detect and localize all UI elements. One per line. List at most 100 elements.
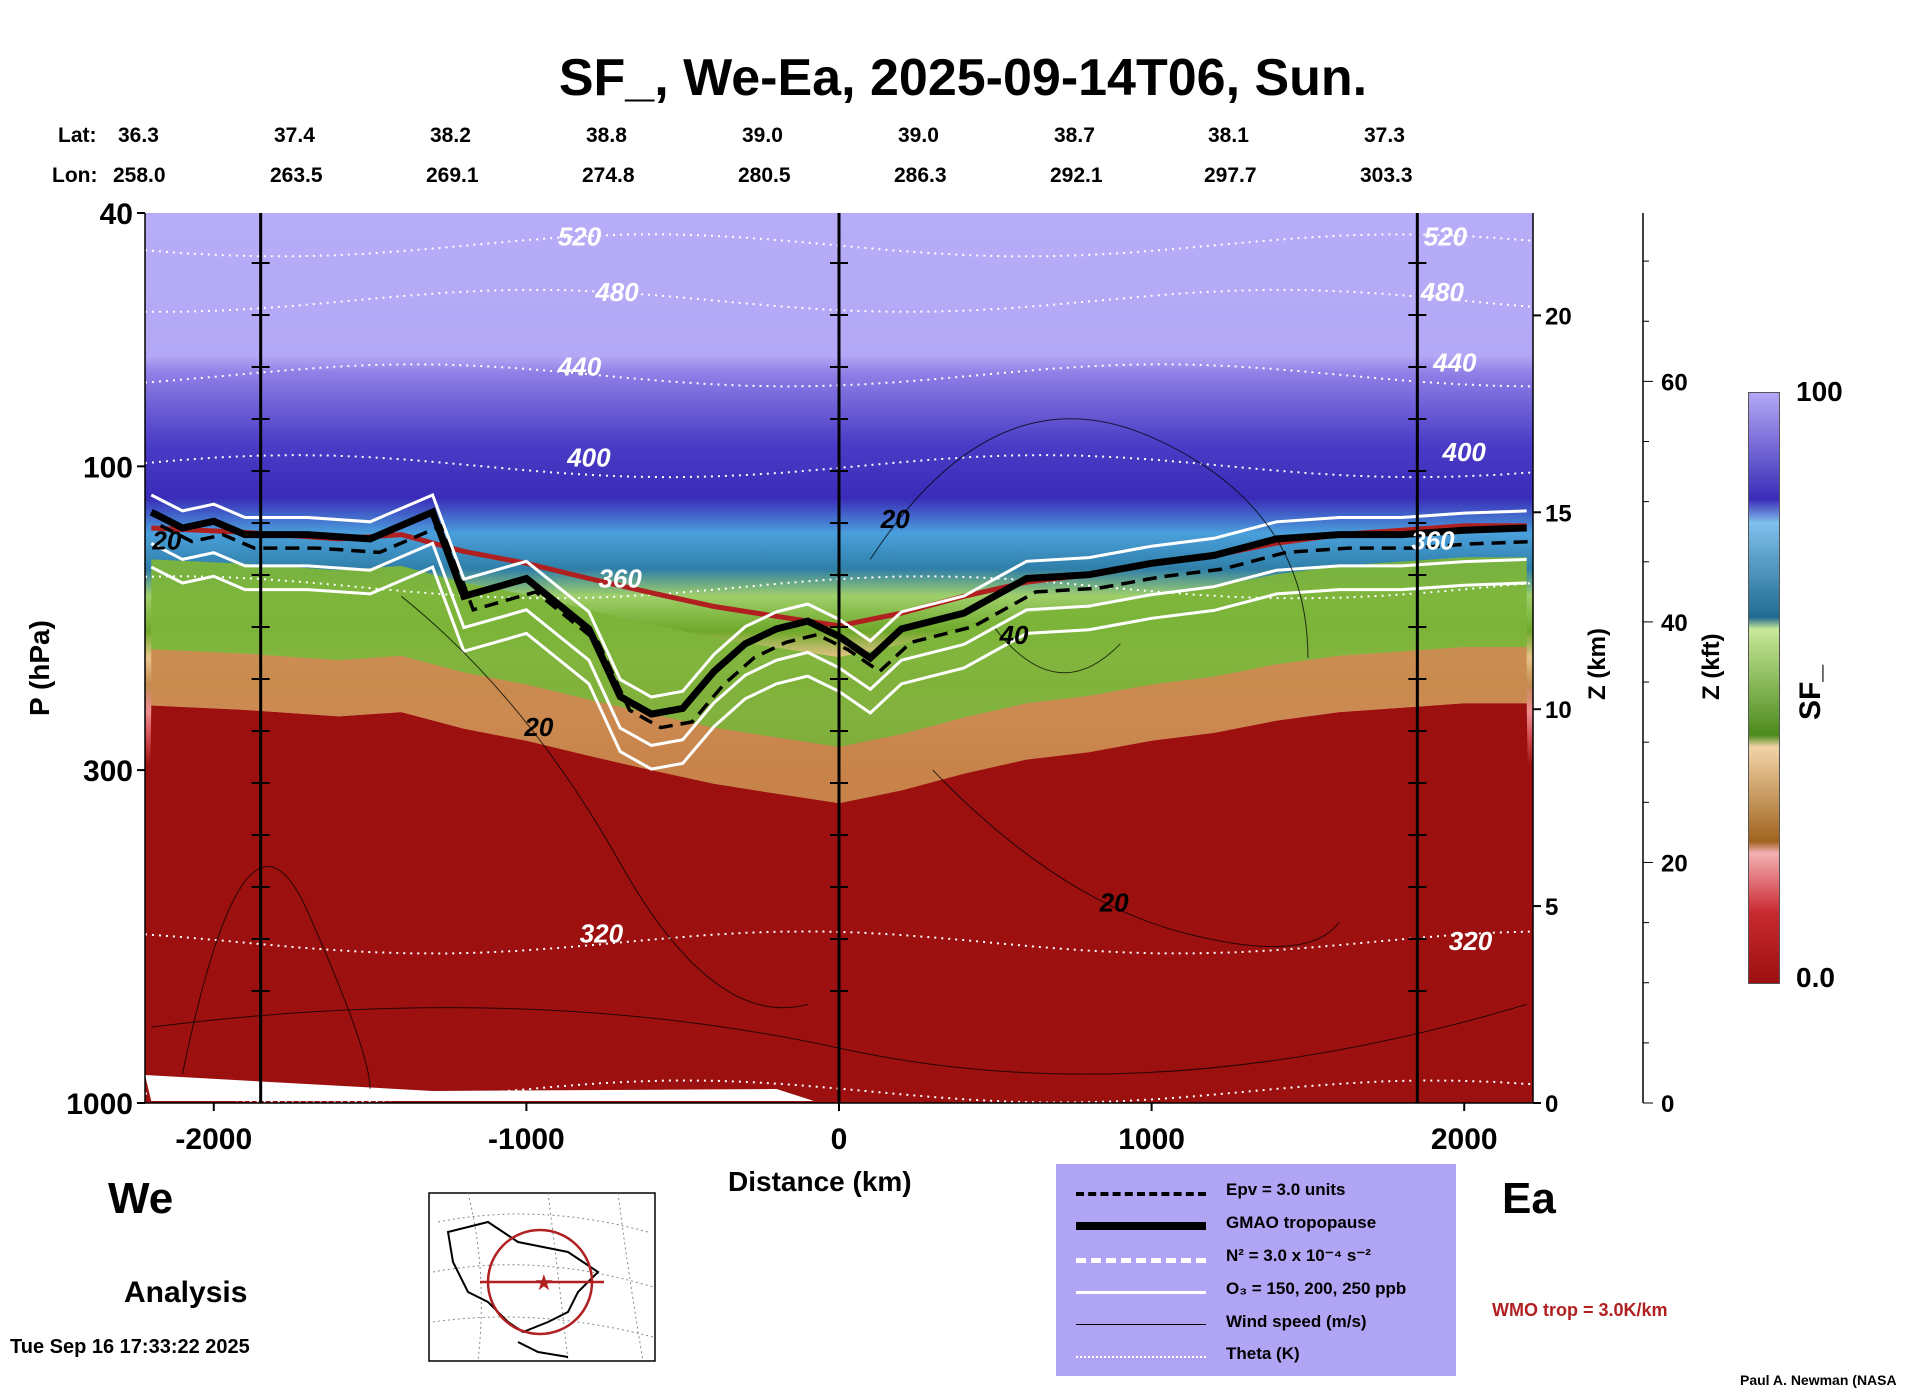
z-km-tick-label: 20 (1545, 303, 1572, 330)
legend: Epv = 3.0 units GMAO tropopause N² = 3.0… (1056, 1164, 1456, 1376)
map-graticule (432, 1192, 654, 1362)
map-coastline-south (517, 1341, 569, 1358)
colorbar-min-label: 0.0 (1796, 962, 1835, 993)
wmo-label: WMO trop = 3.0K/km (1492, 1300, 1668, 1320)
y-axis-label-wrap: P (hPa) (18, 596, 58, 736)
y-tick-label: 100 (83, 451, 133, 484)
lat-value: 38.7 (1054, 124, 1095, 147)
lat-value: 38.2 (430, 124, 471, 147)
theta-line (145, 575, 1533, 600)
gmao-tropopause-line (149, 507, 1527, 718)
z-kft-label-wrap: Z (kft) (1692, 600, 1732, 720)
theta-line (145, 288, 1533, 313)
wind-contour (869, 418, 1309, 659)
legend-label: O₃ = 150, 200, 250 ppb (1226, 1279, 1407, 1298)
colorbar-label: SF_ (1794, 664, 1827, 720)
terrain (145, 1075, 814, 1101)
chart-title: SF_, We-Ea, 2025-09-14T06, Sun. (558, 49, 1368, 107)
legend-item-theta: Theta (K) (1056, 1342, 1456, 1374)
y-axis-label: P (hPa) (24, 620, 55, 716)
legend-item-o3: O₃ = 150, 200, 250 ppb (1056, 1277, 1456, 1309)
z-km-tick-label: 15 (1545, 500, 1572, 527)
lon-value: 303.3 (1360, 164, 1413, 187)
ozone-line (150, 565, 1527, 771)
theta-label: 520 (558, 222, 602, 252)
lon-value: 292.1 (1050, 164, 1103, 187)
ozone-line (150, 541, 1527, 747)
theta-label: 480 (1420, 277, 1465, 307)
legend-item-tropopause: GMAO tropopause (1056, 1211, 1456, 1243)
map-coastline (446, 1220, 600, 1334)
legend-item-n2: N² = 3.0 x 10⁻⁴ s⁻² (1056, 1244, 1456, 1276)
x-tick-label: -1000 (488, 1123, 565, 1156)
wind-label: 20 (523, 712, 553, 742)
legend-label: Theta (K) (1226, 1344, 1300, 1363)
x-tick-label: -2000 (175, 1123, 252, 1156)
theta-line (145, 930, 1533, 955)
theta-label: 440 (557, 352, 602, 382)
x-tick-label: 2000 (1431, 1123, 1498, 1156)
theta-label: 480 (594, 277, 639, 307)
legend-item-wind: Wind speed (m/s) (1056, 1310, 1456, 1342)
y-tick-label: 1000 (66, 1088, 133, 1121)
theta-label: 320 (580, 919, 624, 949)
ozone-line (150, 493, 1527, 699)
lat-value: 37.4 (274, 124, 315, 147)
z-kft-tick-label: 0 (1661, 1091, 1674, 1118)
legend-label: N² = 3.0 x 10⁻⁴ s⁻² (1226, 1246, 1371, 1265)
legend-swatch (1076, 1356, 1206, 1358)
west-label: We (108, 1174, 174, 1223)
legend-swatch (1076, 1192, 1206, 1196)
lat-value: 36.3 (118, 124, 159, 147)
colorbar (1748, 392, 1780, 984)
theta-line (145, 454, 1533, 479)
east-label: Ea (1502, 1174, 1556, 1223)
credit: Paul A. Newman (NASA (1740, 1372, 1897, 1388)
legend-swatch (1076, 1324, 1206, 1325)
z-kft-label: Z (kft) (1698, 633, 1725, 700)
lon-value: 280.5 (738, 164, 791, 187)
z-km-tick-label: 0 (1545, 1091, 1558, 1118)
theta-label: 440 (1432, 348, 1477, 378)
wind-contour (994, 628, 1121, 674)
wind-label: 40 (999, 620, 1029, 650)
theta-label: 520 (1424, 222, 1468, 252)
legend-swatch (1076, 1222, 1206, 1230)
epv-line (159, 523, 1533, 730)
theta-label: 360 (598, 564, 642, 594)
wind-label: 20 (1099, 887, 1129, 917)
y-tick-label: 40 (100, 198, 133, 231)
theta-label: 400 (1442, 437, 1487, 467)
lat-value: 38.1 (1208, 124, 1249, 147)
lat-value: 38.8 (586, 124, 627, 147)
wind-label: 20 (151, 525, 181, 555)
wind-contour (182, 866, 371, 1089)
lat-value: 37.3 (1364, 124, 1405, 147)
location-map: ★ (428, 1192, 656, 1362)
legend-swatch (1076, 1291, 1206, 1294)
lon-value: 258.0 (113, 164, 166, 187)
x-axis-label: Distance (km) (728, 1166, 912, 1197)
lon-value: 286.3 (894, 164, 947, 187)
legend-swatch (1076, 1258, 1206, 1263)
z-km-tick-label: 5 (1545, 894, 1558, 921)
legend-label: Wind speed (m/s) (1226, 1312, 1367, 1331)
timestamp: Tue Sep 16 17:33:22 2025 (10, 1336, 250, 1358)
theta-line (145, 1079, 1533, 1103)
wind-label: 20 (880, 504, 910, 534)
lon-label: Lon: (52, 164, 98, 187)
lon-value: 263.5 (270, 164, 323, 187)
lat-value: 39.0 (898, 124, 939, 147)
x-tick-label: 1000 (1118, 1123, 1185, 1156)
z-kft-tick-label: 20 (1661, 850, 1688, 877)
theta-line (145, 233, 1533, 258)
x-tick-label: 0 (831, 1123, 848, 1156)
colorbar-label-wrap: SF_ (1790, 620, 1830, 740)
lat-label: Lat: (58, 124, 97, 147)
z-kft-tick-label: 60 (1661, 369, 1688, 396)
analysis-label: Analysis (124, 1276, 248, 1309)
y-tick-label: 300 (83, 755, 133, 788)
legend-label: Epv = 3.0 units (1226, 1180, 1346, 1199)
wind-contour (932, 769, 1340, 948)
legend-label: GMAO tropopause (1226, 1213, 1377, 1232)
